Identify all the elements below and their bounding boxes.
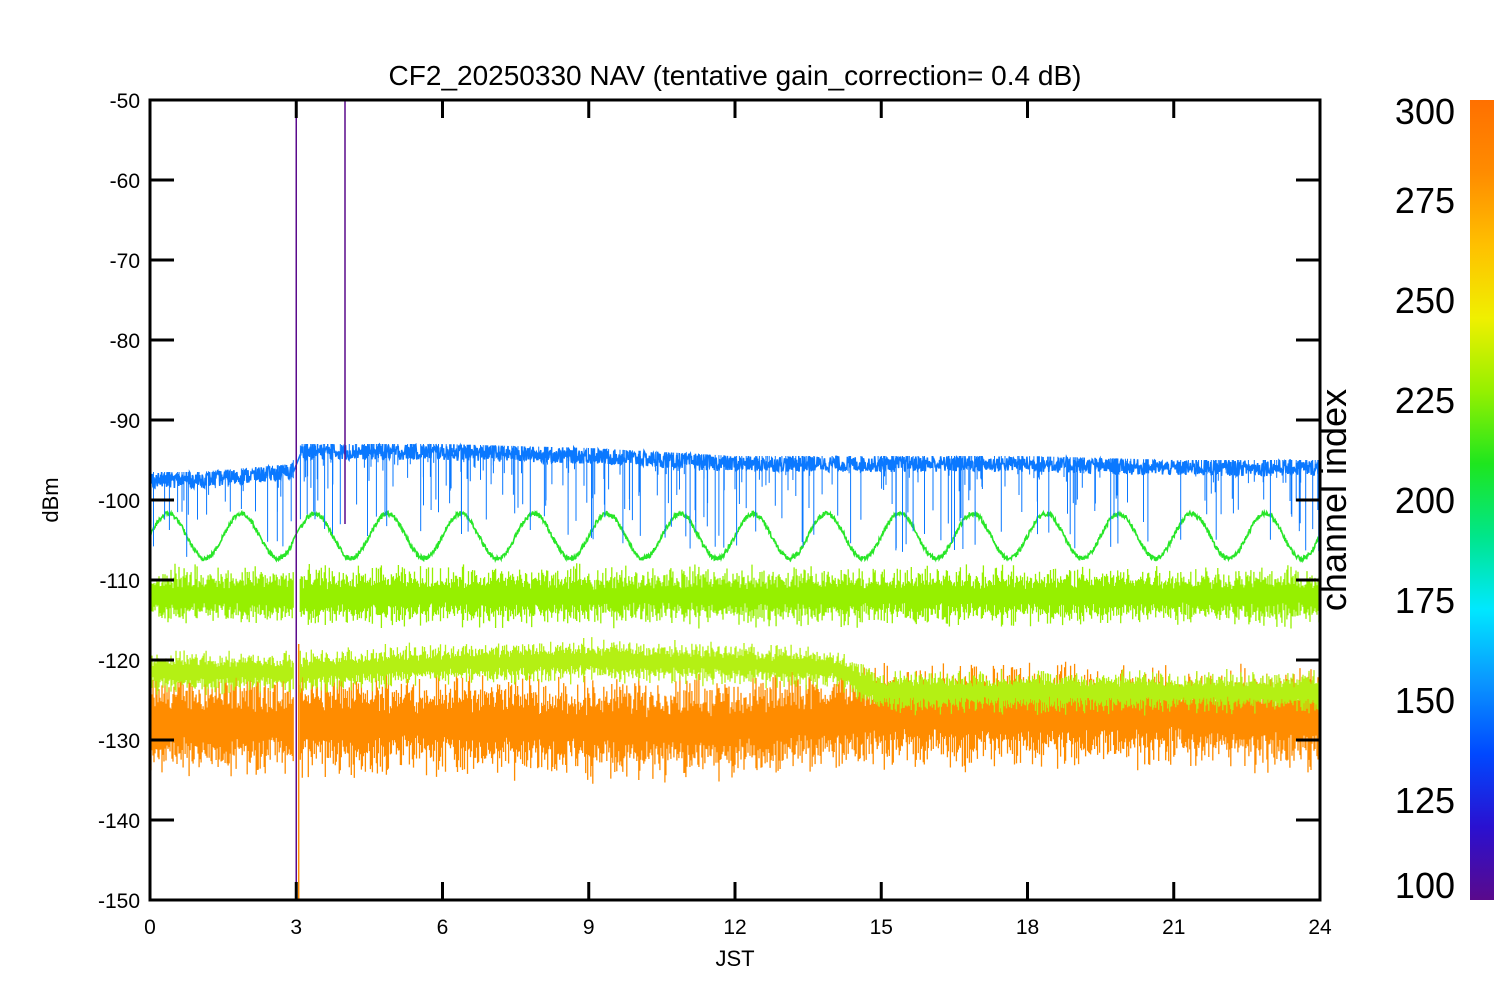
colorbar-tick-label: 150: [1395, 680, 1455, 721]
series-line: [151, 508, 1320, 564]
colorbar-tick-label: 175: [1395, 580, 1455, 621]
colorbar-tick-label: 275: [1395, 180, 1455, 221]
y-tick-label: -90: [110, 410, 140, 433]
y-tick-label: -150: [98, 890, 140, 913]
x-axis-label: JST: [715, 946, 754, 971]
series-3: [151, 637, 1320, 716]
y-tick-label: -140: [98, 810, 140, 833]
colorbar-tick-label: 225: [1395, 380, 1455, 421]
y-tick-label: -100: [98, 490, 140, 513]
y-axis-label: dBm: [38, 477, 63, 522]
series-band: [151, 563, 1320, 629]
x-tick-label: 3: [290, 916, 302, 939]
series-spikes: [153, 444, 1320, 557]
x-tick-label: 21: [1162, 916, 1185, 939]
colorbar-label: channel index: [1313, 389, 1354, 611]
x-tick-label: 12: [723, 916, 746, 939]
x-tick-label: 24: [1308, 916, 1332, 939]
plot-data: [151, 100, 1320, 900]
colorbar-tick-label: 200: [1395, 480, 1455, 521]
y-tick-label: -130: [98, 730, 140, 753]
colorbar-tick-label: 100: [1395, 865, 1455, 906]
y-tick-label: -110: [100, 570, 140, 593]
x-axis: 0 3 6 9 12 15 18 21 24: [144, 100, 1332, 939]
y-axis: -50 -60 -70 -80 -90 -100 -110 -120 -130 -140 -150: [98, 90, 1320, 913]
series-line: [151, 442, 1320, 491]
series-2: [151, 563, 1320, 629]
colorbar-tick-label: 125: [1395, 780, 1455, 821]
colorbar-ticks: 300 275 250 225 200 175 150 125 100: [1395, 91, 1455, 906]
y-tick-label: -120: [98, 650, 140, 673]
x-tick-label: 15: [870, 916, 893, 939]
x-tick-label: 6: [437, 916, 449, 939]
x-tick-label: 0: [144, 916, 156, 939]
x-tick-label: 18: [1016, 916, 1039, 939]
series-1: [151, 508, 1320, 564]
y-tick-label: -50: [110, 90, 140, 113]
chart-title: CF2_20250330 NAV (tentative gain_correct…: [389, 60, 1082, 91]
plot-frame: [148, 98, 1322, 902]
colorbar-tick-label: 250: [1395, 280, 1455, 321]
colorbar-tick-label: 300: [1395, 91, 1455, 132]
y-tick-label: -80: [110, 330, 140, 353]
series-0: [151, 442, 1320, 557]
colorbar: [1470, 100, 1494, 900]
series-band: [151, 637, 1320, 716]
y-tick-label: -70: [110, 250, 140, 273]
x-tick-label: 9: [583, 916, 595, 939]
y-tick-label: -60: [110, 170, 140, 193]
